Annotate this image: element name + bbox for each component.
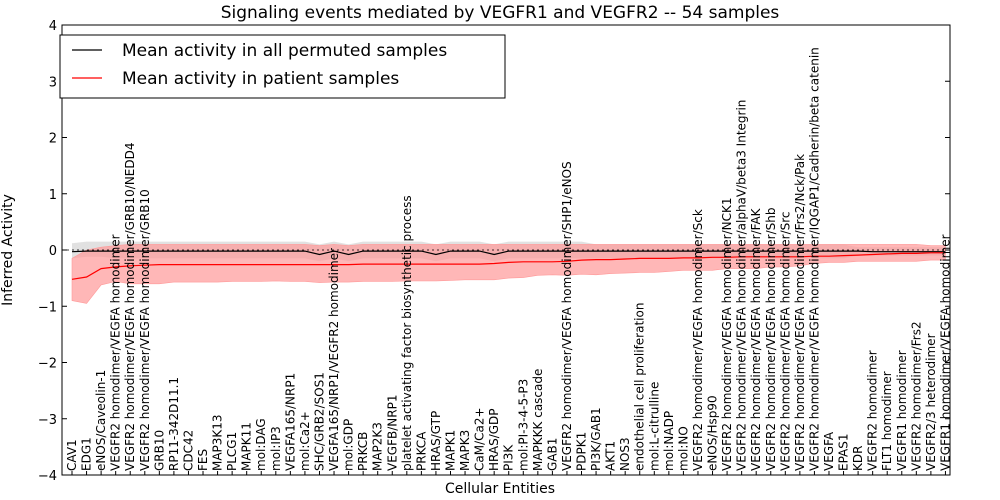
- chart-title: Signaling events mediated by VEGFR1 and …: [221, 3, 780, 23]
- x-category-label: VEGFR2 homodimer/VEGFA homodimer/Sck: [691, 209, 705, 471]
- y-tick-label: 0: [49, 244, 57, 259]
- x-category-label: RP11-342D11.1: [167, 377, 181, 471]
- x-category-label: MAP3K13: [211, 414, 225, 471]
- x-category-label: MAPK1: [444, 430, 458, 471]
- x-category-label: FLT1 homodimer: [880, 371, 894, 471]
- x-category-label: MAPK3: [458, 430, 472, 471]
- x-category-label: PLCG1: [225, 432, 239, 471]
- x-category-label: AKT1: [604, 441, 618, 471]
- x-category-label: VEGFR2 homodimer/VEGFA homodimer/SHP1/eN…: [560, 161, 574, 471]
- x-category-label: PRKCB: [356, 432, 370, 471]
- x-category-label: mol:PI-3-4-5-P3: [516, 379, 530, 471]
- x-category-label: MAPK11: [240, 422, 254, 471]
- x-category-label: VEGFR2 homodimer/VEGFA homodimer/NCK1: [720, 197, 734, 471]
- x-category-label: CaM/Ca2+: [473, 407, 487, 471]
- x-axis-label: Cellular Entities: [445, 481, 555, 497]
- x-category-label: eNOS/Caveolin-1: [94, 370, 108, 471]
- x-category-label: VEGFR2 homodimer/Frs2: [909, 321, 923, 471]
- y-tick-label: 3: [49, 75, 57, 90]
- x-category-label: CAV1: [65, 439, 79, 471]
- x-category-label: HRAS/GDP: [487, 408, 501, 471]
- x-category-label: endothelial cell proliferation: [633, 303, 647, 471]
- x-category-label: EDG1: [80, 437, 94, 471]
- y-tick-label: 1: [49, 188, 57, 203]
- x-category-label: PI3K/GAB1: [589, 407, 603, 471]
- x-category-label: platelet activating factor biosynthetic …: [400, 195, 414, 471]
- x-category-label: VEGFR2 homodimer: [866, 350, 880, 471]
- y-tick-label: 2: [49, 132, 57, 147]
- x-category-label: VEGFR2 homodimer/VEGFA homodimer/FAK: [749, 207, 763, 471]
- legend-label-permuted: Mean activity in all permuted samples: [122, 41, 447, 61]
- x-category-label: eNOS/Hsp90: [706, 395, 720, 471]
- x-category-label: VEGFR1 homodimer: [895, 350, 909, 471]
- x-category-label: GAB1: [545, 438, 559, 471]
- x-category-label: VEGFR2 homodimer/VEGFA homodimer/alphaV/…: [735, 100, 749, 471]
- x-category-label: MAP2K3: [371, 422, 385, 471]
- y-tick-label: 4: [49, 19, 57, 34]
- y-tick-label: −2: [38, 357, 57, 372]
- legend-box: [59, 34, 506, 99]
- x-category-label: VEGFR1 homodimer/VEGFA homodimer: [938, 234, 952, 471]
- legend: Mean activity in all permuted samples Me…: [59, 34, 506, 99]
- x-category-label: EPAS1: [837, 433, 851, 471]
- x-category-label: VEGFR2 homodimer/VEGFA homodimer/Frs2/Nc…: [793, 154, 807, 471]
- y-axis-label: Inferred Activity: [0, 194, 16, 306]
- y-tick-label: −1: [38, 300, 57, 315]
- x-category-label: VEGFR2 homodimer/VEGFA homodimer/Src: [778, 211, 792, 471]
- x-category-label: VEGFR2/3 heterodimer: [924, 333, 938, 471]
- x-category-label: mol:IP3: [269, 426, 283, 471]
- x-category-label: VEGFA: [822, 431, 836, 471]
- x-category-label: mol:NO: [676, 426, 690, 471]
- x-category-label: VEGFB/NRP1: [385, 395, 399, 471]
- y-tick-label: −3: [38, 413, 57, 428]
- x-category-label: VEGFA165/NRP1/VEGFR2 homodimer: [327, 248, 341, 471]
- legend-label-patient: Mean activity in patient samples: [122, 69, 399, 89]
- x-category-label: VEGFR2 homodimer/VEGFA homodimer/GRB10: [138, 189, 152, 471]
- y-tick-label: −4: [38, 469, 57, 484]
- x-category-label: KDR: [851, 446, 865, 471]
- x-category-label: FES: [196, 449, 210, 471]
- series-line-permuted: [71, 250, 946, 256]
- x-category-label: GRB10: [152, 430, 166, 471]
- x-category-label: SHC/GRB2/SOS1: [313, 372, 327, 471]
- x-category-label: PRKCA: [414, 431, 428, 471]
- x-category-label: PI3K: [502, 444, 516, 471]
- x-category-label: mol:GDP: [342, 419, 356, 471]
- x-category-label: CDC42: [182, 430, 196, 471]
- x-category-label: VEGFA165/NRP1: [283, 373, 297, 471]
- patient-band: [71, 244, 946, 304]
- series-line-patient: [71, 252, 946, 280]
- x-category-label: VEGFR2 homodimer/VEGFA homodimer/Shb: [764, 208, 778, 472]
- x-category-label: mol:L-citrulline: [647, 382, 661, 471]
- x-category-label: MAPKKK cascade: [531, 369, 545, 471]
- x-category-label: PDPK1: [575, 432, 589, 471]
- x-category-label: HRAS/GTP: [429, 411, 443, 471]
- x-category-label: mol:NADP: [662, 411, 676, 471]
- x-category-label: mol:DAG: [254, 418, 268, 471]
- x-category-label: VEGFR2 homodimer/VEGFA homodimer/GRB10/N…: [123, 142, 137, 471]
- x-category-label: VEGFR2 homodimer/VEGFA homodimer: [109, 234, 123, 471]
- x-category-label: NOS3: [618, 437, 632, 471]
- x-category-label: mol:Ca2+: [298, 411, 312, 471]
- x-category-label: VEGFR2 homodimer/VEGFA homodimer/IQGAP1/…: [807, 47, 821, 471]
